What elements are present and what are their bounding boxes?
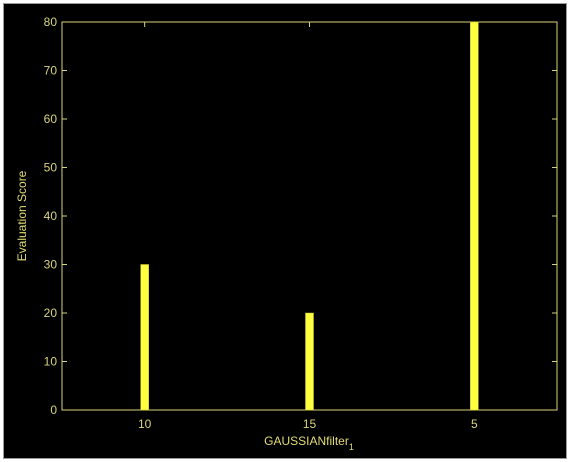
x-tick-label: 15 — [303, 417, 317, 431]
y-axis: 0 10 20 30 40 50 60 70 80 — [44, 15, 557, 417]
x-axis-label: GAUSSIANfilter1 — [264, 434, 354, 452]
y-tick-label: 30 — [44, 258, 58, 272]
bar — [305, 312, 314, 411]
y-tick-label: 80 — [44, 15, 58, 29]
y-tick-label: 0 — [50, 403, 57, 417]
y-tick-label: 20 — [44, 306, 58, 320]
x-axis-label-text: GAUSSIANfilter — [264, 434, 349, 448]
y-tick-label: 10 — [44, 355, 58, 369]
bar — [140, 264, 149, 411]
y-tick-label: 60 — [44, 112, 58, 126]
y-tick-label: 70 — [44, 64, 58, 78]
y-tick-label: 50 — [44, 161, 58, 175]
x-tick-label: 10 — [138, 417, 152, 431]
bar — [470, 21, 479, 411]
x-tick-label: 5 — [471, 417, 478, 431]
bar-series — [140, 21, 479, 411]
y-axis-label: Evaluation Score — [15, 170, 29, 261]
y-tick-label: 40 — [44, 209, 58, 223]
x-axis-label-subscript: 1 — [349, 442, 354, 452]
